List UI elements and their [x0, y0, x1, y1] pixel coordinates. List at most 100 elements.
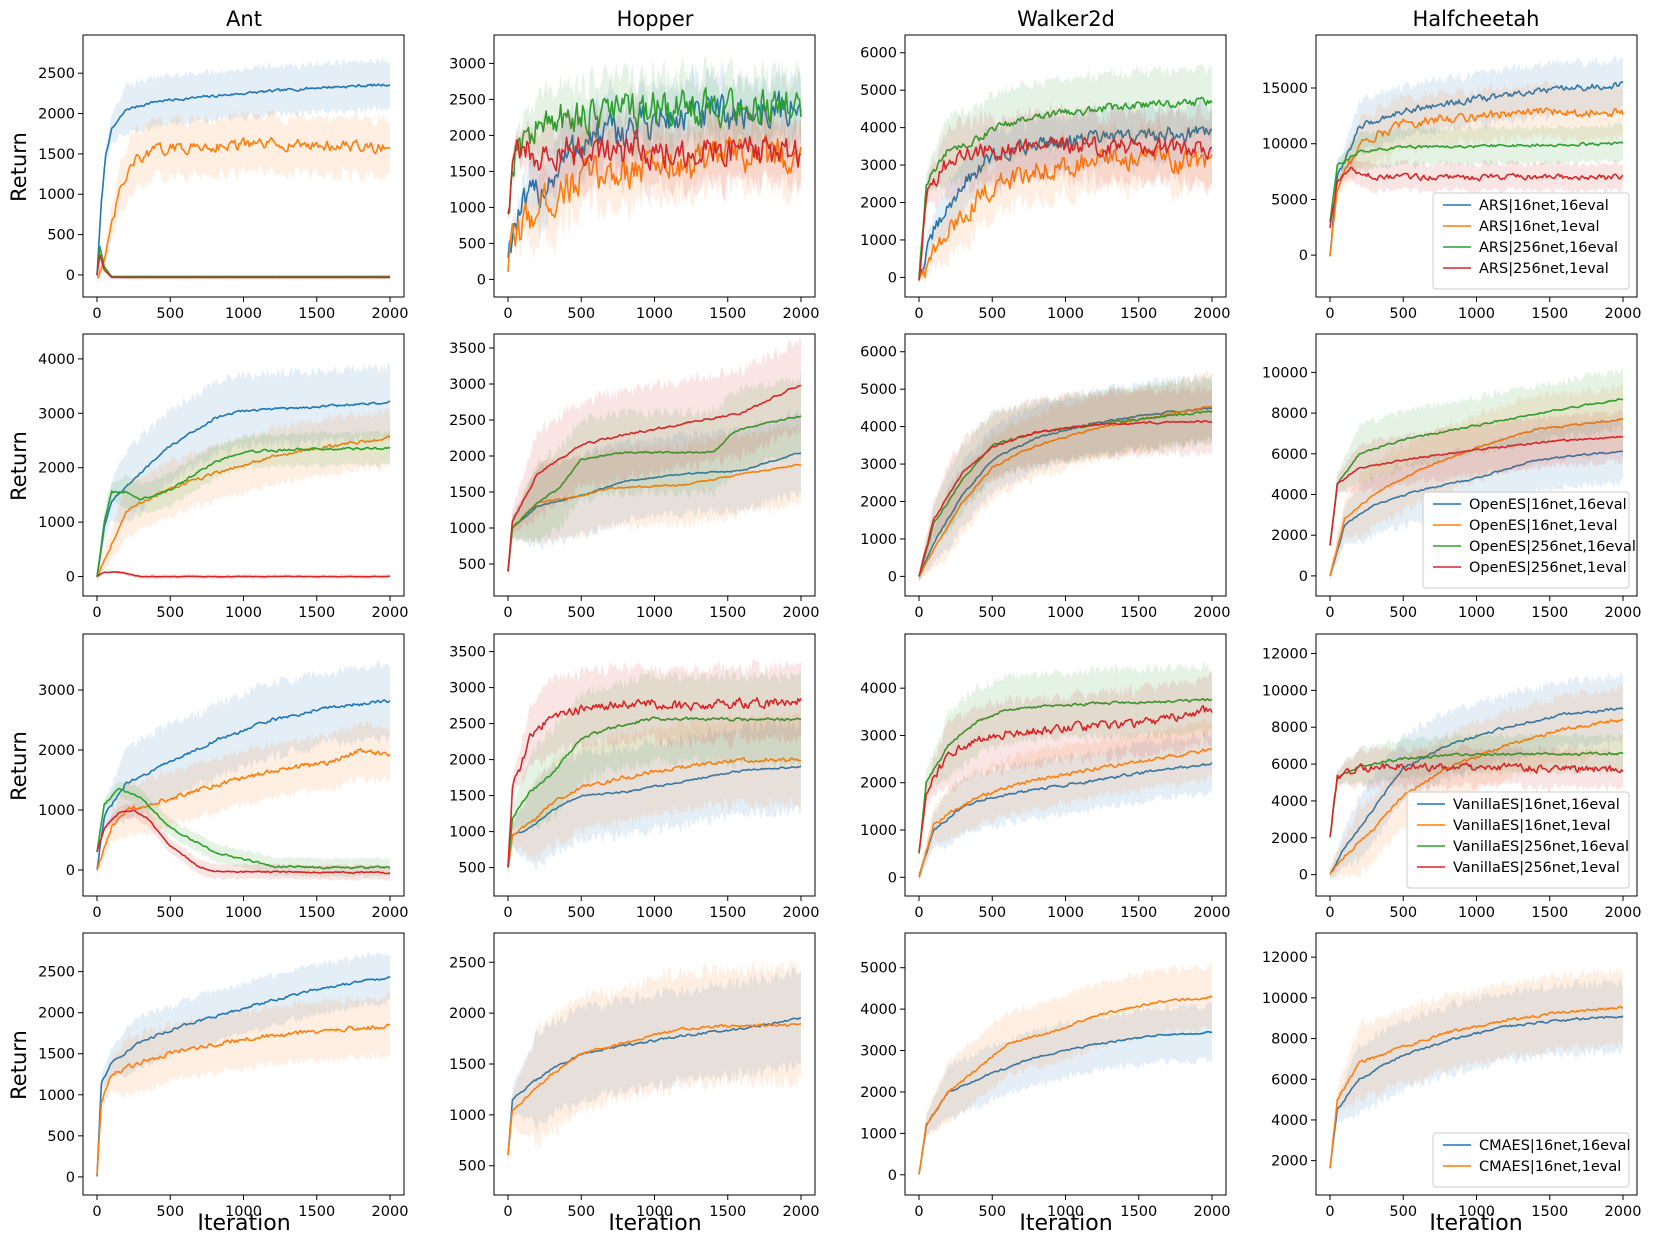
plot-area [1329, 672, 1624, 880]
band-openes-16net-1eval [508, 422, 801, 577]
plot-area [1329, 54, 1624, 261]
y-tick-label: 4000 [860, 121, 897, 137]
x-tick-label: 500 [978, 1204, 1006, 1220]
band-cmaes-16net-1eval [1330, 966, 1623, 1174]
series-line-cmaes-16net-16eval [918, 1030, 1213, 1175]
x-tick-label: 1500 [298, 905, 335, 921]
series-line-openes-256net-1eval [507, 384, 802, 572]
y-tick-label: 2500 [449, 413, 486, 429]
series-line-openes-256net-16eval [96, 446, 391, 577]
x-tick-label: 1000 [225, 605, 262, 621]
band-openes-16net-16eval [508, 409, 801, 578]
band-ars-16net-16eval [508, 59, 801, 264]
band-ars-16net-1eval [97, 108, 390, 283]
band-cmaes-16net-16eval [97, 951, 390, 1180]
y-tick-label: 12000 [1262, 950, 1308, 966]
legend-label: OpenES|16net,1eval [1469, 518, 1617, 534]
x-tick-label: 0 [1325, 306, 1334, 322]
band-openes-256net-16eval [919, 376, 1212, 582]
y-tick-label: 10000 [1262, 683, 1308, 699]
y-tick-label: 2500 [449, 717, 486, 733]
band-ars-16net-16eval [97, 56, 390, 280]
y-tick-label: 12000 [1262, 647, 1308, 663]
band-vanillaes-16net-16eval [508, 718, 801, 875]
y-tick-label: 0 [888, 1168, 897, 1184]
series-line-vanillaes-16net-1eval [507, 757, 802, 868]
series-line-vanillaes-16net-1eval [1329, 718, 1624, 875]
x-tick-label: 1000 [1047, 905, 1084, 921]
series-line-vanillaes-256net-16eval [918, 697, 1213, 854]
x-tick-label: 1000 [1047, 1204, 1084, 1220]
y-tick-label: 0 [66, 863, 75, 879]
y-tick-label: 5000 [860, 961, 897, 977]
series-line-openes-256net-1eval [96, 571, 391, 578]
x-tick-label: 500 [978, 605, 1006, 621]
plot-area [918, 370, 1213, 582]
x-tick-label: 1000 [225, 306, 262, 322]
series-line-vanillaes-256net-1eval [918, 704, 1213, 853]
y-tick-label: 15000 [1262, 81, 1308, 97]
band-vanillaes-16net-16eval [919, 731, 1212, 882]
plot-area [918, 63, 1213, 287]
band-ars-16net-16eval [919, 98, 1212, 284]
series-line-ars-256net-16eval [507, 87, 802, 215]
x-tick-label: 500 [1389, 1204, 1417, 1220]
band-cmaes-16net-1eval [919, 962, 1212, 1179]
x-tick-label: 1000 [636, 605, 673, 621]
x-tick-label: 1500 [1120, 605, 1157, 621]
x-tick-label: 2000 [1605, 605, 1642, 621]
y-tick-label: 3500 [449, 341, 486, 357]
panel-r4-c3: 0 500 1000 1500 2000 0 1000 2000 3000 4000 5000 [860, 932, 1230, 1220]
series-line-ars-16net-1eval [96, 136, 391, 279]
y-tick-label: 3000 [38, 406, 75, 422]
y-tick-label: 1000 [860, 1126, 897, 1142]
series-line-ars-16net-1eval [918, 145, 1213, 281]
band-ars-256net-16eval [919, 63, 1212, 285]
x-tick-label: 1000 [1047, 306, 1084, 322]
series-line-ars-256net-1eval [918, 136, 1213, 281]
x-tick-label: 500 [156, 306, 184, 322]
y-tick-label: 2000 [38, 743, 75, 759]
x-tick-label: 500 [567, 306, 595, 322]
plot-area [96, 362, 391, 583]
x-tick-label: 1500 [298, 306, 335, 322]
series-line-openes-16net-16eval [507, 452, 802, 572]
x-tick-label: 0 [914, 905, 923, 921]
panel-r2-c2: 0 500 1000 1500 2000 500 1000 1500 2000 2500 3000 3… [449, 333, 819, 621]
x-tick-label: 0 [92, 605, 101, 621]
x-tick-label: 1500 [709, 1204, 746, 1220]
y-tick-label: 0 [1299, 569, 1308, 585]
band-openes-16net-16eval [919, 373, 1212, 582]
y-tick-label: 8000 [1271, 1032, 1308, 1048]
x-tick-label: 1000 [225, 905, 262, 921]
series-line-cmaes-16net-1eval [507, 1023, 802, 1156]
band-ars-256net-16eval [97, 246, 390, 279]
series-line-cmaes-16net-16eval [1329, 1015, 1624, 1169]
plot-area [507, 55, 802, 277]
y-tick-label: 500 [458, 861, 486, 877]
y-tick-label: 6000 [860, 46, 897, 62]
band-vanillaes-16net-1eval [508, 710, 801, 875]
legend-label: ARS|16net,16eval [1479, 198, 1609, 214]
y-tick-label: 2000 [1271, 831, 1308, 847]
x-tick-label: 1000 [1458, 1204, 1495, 1220]
x-tick-label: 0 [914, 306, 923, 322]
series-line-ars-16net-16eval [918, 126, 1213, 281]
x-tick-label: 1000 [1458, 306, 1495, 322]
band-cmaes-16net-16eval [508, 967, 801, 1162]
x-tick-label: 2000 [1194, 306, 1231, 322]
x-tick-label: 500 [978, 306, 1006, 322]
x-tick-label: 500 [1389, 605, 1417, 621]
y-tick-label: 3000 [449, 377, 486, 393]
x-tick-label: 500 [1389, 905, 1417, 921]
legend-label: CMAES|16net,16eval [1479, 1138, 1631, 1154]
x-tick-label: 0 [92, 905, 101, 921]
series-line-vanillaes-256net-1eval [1329, 762, 1624, 837]
y-tick-label: 2000 [860, 1085, 897, 1101]
series-line-cmaes-16net-1eval [918, 995, 1213, 1175]
band-vanillaes-256net-1eval [508, 659, 801, 873]
series-line-ars-256net-1eval [96, 254, 390, 279]
y-tick-label: 10000 [1262, 137, 1308, 153]
x-tick-label: 2000 [372, 605, 409, 621]
y-tick-label: 3000 [449, 681, 486, 697]
